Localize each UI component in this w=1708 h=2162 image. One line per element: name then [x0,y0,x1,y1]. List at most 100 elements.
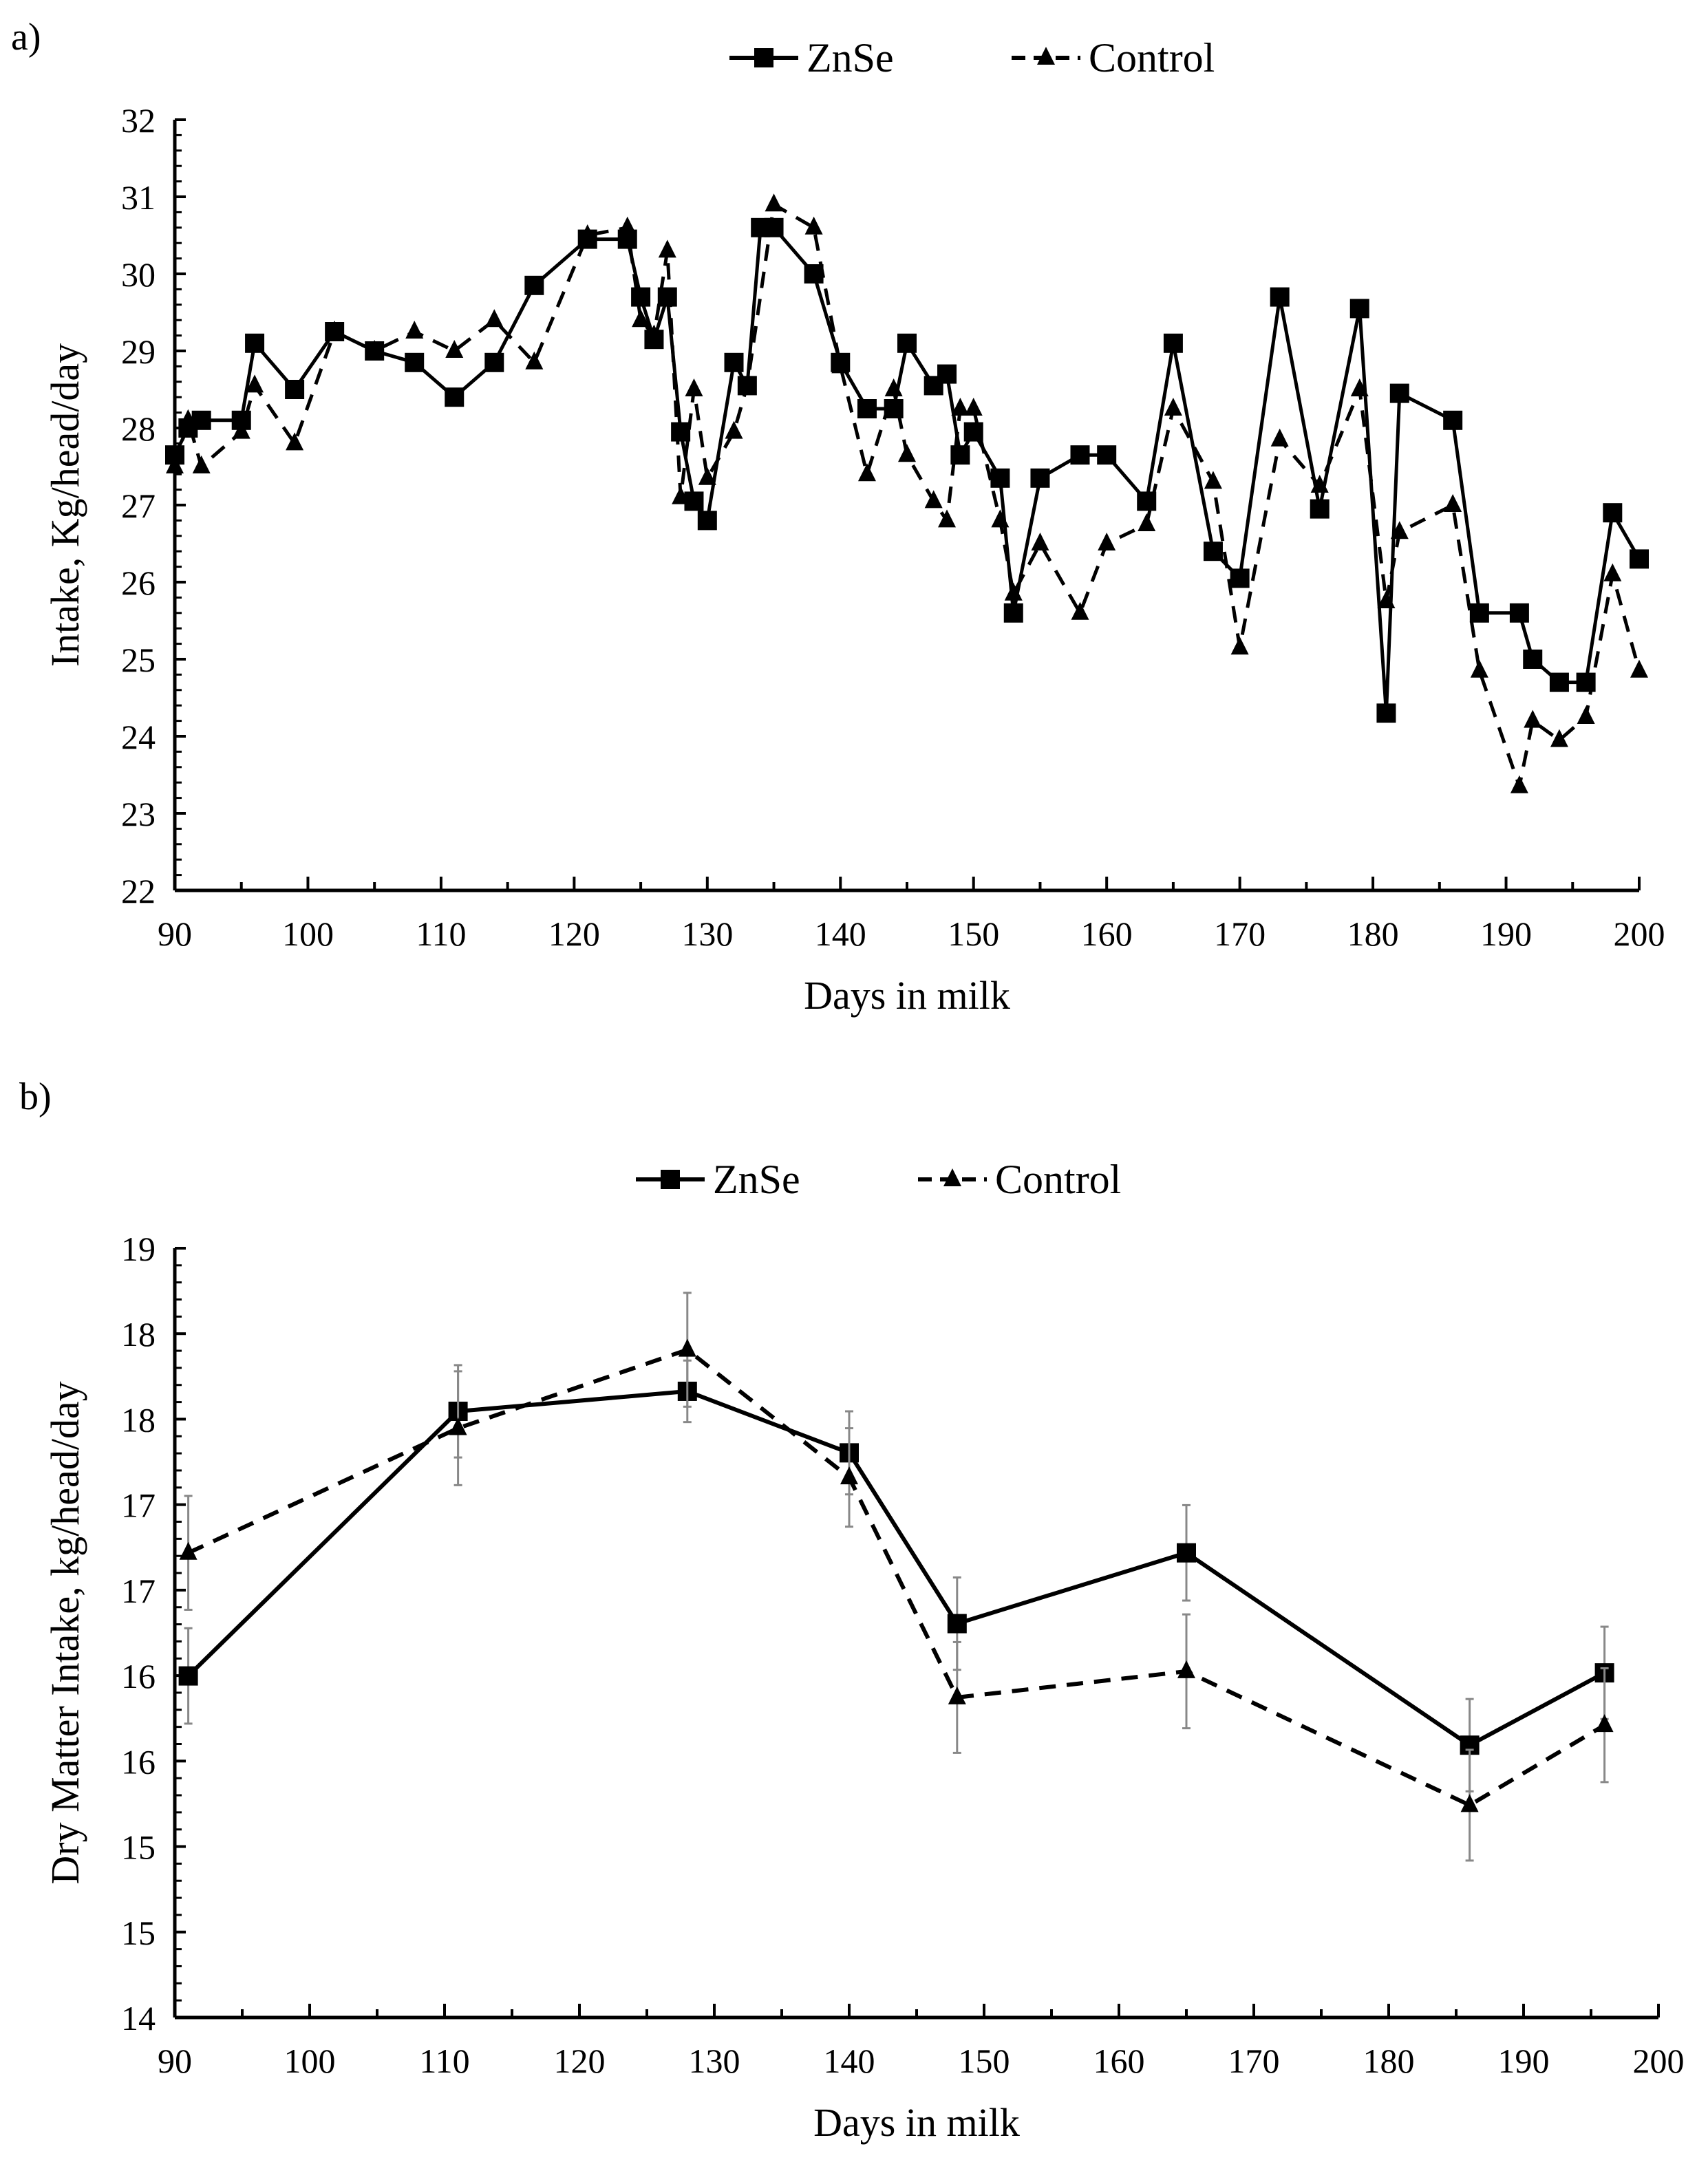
data-point [1030,468,1050,488]
x-tick-label: 200 [1633,2042,1685,2080]
data-point [938,509,957,528]
y-tick-label: 27 [121,486,156,525]
data-point [166,456,184,473]
data-point [924,490,943,509]
y-tick-label: 24 [121,718,156,756]
series-control [179,1292,1614,1862]
data-point [1177,1660,1195,1678]
x-tick-label: 160 [1093,2042,1145,2080]
data-point [1460,1794,1479,1812]
y-tick-label: 18 [121,1315,156,1353]
data-point [449,1417,467,1435]
y-tick-label: 17 [121,1572,156,1610]
y-tick-label: 23 [121,795,156,833]
data-point [178,1666,198,1686]
x-tick-label: 110 [416,914,466,953]
legend-label: Control [1089,35,1215,81]
data-point [1310,475,1329,493]
y-tick-label: 15 [121,1914,156,1952]
y-tick-label: 31 [121,178,156,217]
data-point [405,352,425,372]
data-point [1550,729,1568,747]
series-control [166,193,1648,793]
legend: ZnSe Control [636,1157,1121,1202]
x-tick-label: 110 [419,2042,469,2080]
data-point [1376,703,1396,723]
data-point [1270,428,1289,447]
data-point [645,324,663,343]
x-axis-label: Days in milk [813,2100,1020,2145]
y-tick-label: 29 [121,332,156,371]
x-tick-label: 180 [1363,2042,1415,2080]
data-point [991,509,1010,528]
x-tick-label: 120 [548,914,600,953]
data-point [632,309,650,328]
data-point [1071,601,1089,620]
data-point [1163,333,1183,353]
data-point [1595,1714,1614,1733]
legend-marker [754,48,773,67]
legend-marker [661,1170,680,1189]
data-point [697,511,717,531]
data-point [678,1338,696,1357]
data-point [764,217,784,237]
x-tick-label: 170 [1214,914,1266,953]
x-tick-label: 190 [1480,914,1532,953]
y-tick-label: 18 [121,1400,156,1439]
data-point [1630,659,1648,678]
x-tick-label: 140 [824,2042,875,2080]
data-point [1204,471,1222,489]
data-point [246,374,264,393]
data-point [1603,563,1622,581]
data-point [937,364,957,384]
data-point [286,432,304,451]
panel-a-label: a) [11,16,41,58]
series-line [187,1347,1606,1808]
x-tick-label: 120 [554,2042,606,2080]
y-tick-label: 26 [121,564,156,602]
data-point [658,239,676,258]
data-point [1577,706,1595,724]
data-point [1203,542,1223,561]
data-point [831,355,850,374]
y-tick-label: 16 [121,1657,156,1695]
data-point [671,422,691,442]
y-tick-label: 25 [121,641,156,679]
data-point [947,1614,967,1634]
y-axis-label: Dry Matter Intake, kg/head/day [43,1381,87,1884]
data-point [179,409,198,427]
data-point [285,380,305,399]
data-point [1524,709,1542,728]
legend-label: ZnSe [713,1157,800,1202]
x-tick-label: 200 [1614,914,1665,953]
data-point [365,340,384,358]
data-point [1510,775,1528,793]
x-tick-label: 140 [815,914,866,953]
data-point [1177,1543,1196,1563]
y-tick-label: 16 [121,1742,156,1781]
data-point [1470,659,1488,678]
data-point [445,387,465,407]
y-tick-label: 15 [121,1828,156,1867]
chart-a: 22 23 24 25 26 27 28 29 30 31 32 90 100 110 120 130 140 1… [43,35,1665,1018]
data-point [1444,494,1462,512]
data-point [765,193,783,212]
y-tick-label: 19 [121,1230,156,1268]
data-point [1523,650,1543,669]
series-znse [165,217,1649,723]
data-point [1230,568,1250,588]
data-point [672,486,690,504]
data-point [1230,636,1249,655]
panel-b-label: b) [19,1075,52,1118]
data-point [738,374,756,393]
data-point [1310,499,1330,519]
x-tick-label: 150 [948,914,999,953]
data-point [1097,445,1117,465]
data-point [948,1686,966,1704]
x-axis-label: Days in milk [804,973,1010,1018]
data-point [964,398,983,416]
data-point [325,321,344,339]
data-point [1443,410,1463,430]
x-tick-label: 90 [158,2042,192,2080]
